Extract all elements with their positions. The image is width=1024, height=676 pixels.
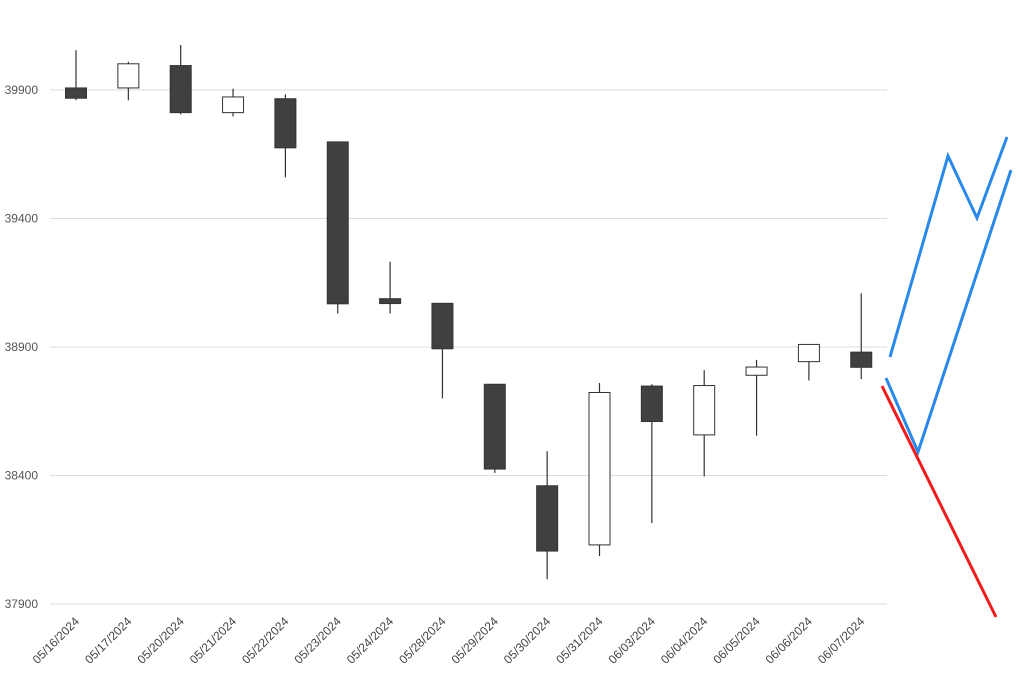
candle-body-up xyxy=(588,391,611,546)
y-tick-label: 38400 xyxy=(5,469,39,483)
grid-lines xyxy=(50,89,887,605)
x-tick-label: 05/31/2024 xyxy=(553,614,606,667)
candle xyxy=(326,141,349,314)
candle-body-down xyxy=(65,87,87,99)
candle-body-down xyxy=(640,385,663,423)
x-tick-label: 05/29/2024 xyxy=(449,614,502,667)
x-tick-label: 05/16/2024 xyxy=(30,614,83,667)
candle xyxy=(640,384,663,524)
x-tick-label: 06/07/2024 xyxy=(815,614,868,667)
x-tick-label: 05/23/2024 xyxy=(292,614,345,667)
candle xyxy=(850,293,873,380)
candle-body-down xyxy=(379,298,402,305)
x-tick-label: 06/03/2024 xyxy=(606,614,659,667)
forecast-overlay xyxy=(880,136,1013,618)
candle-body-down xyxy=(536,485,559,552)
candle-body-up xyxy=(797,343,820,363)
forecast-blue-lower-line xyxy=(884,169,1013,457)
y-axis-ticks: 37900 38400 38900 39400 39900 xyxy=(5,83,39,611)
candle xyxy=(379,261,402,314)
candle xyxy=(483,383,506,473)
candle xyxy=(222,88,245,117)
forecast-blue-upper-line xyxy=(888,136,1009,358)
candle-body-up xyxy=(693,385,716,436)
candle xyxy=(117,61,140,101)
x-tick-label: 05/21/2024 xyxy=(187,614,240,667)
forecast-red-line xyxy=(880,385,998,618)
candle xyxy=(693,370,716,477)
candle xyxy=(65,50,87,101)
candle-body-up xyxy=(222,96,245,114)
candle xyxy=(274,94,297,178)
candle-body-down xyxy=(169,65,192,114)
candle-body-down xyxy=(274,98,297,149)
x-tick-label: 05/20/2024 xyxy=(134,614,187,667)
candle-body-down xyxy=(326,141,349,305)
candle xyxy=(536,451,559,580)
x-tick-label: 05/22/2024 xyxy=(239,614,292,667)
y-tick-label: 39400 xyxy=(5,212,39,226)
x-axis-ticks: 05/16/2024 05/17/2024 05/20/2024 05/21/2024… xyxy=(30,614,868,667)
x-tick-label: 05/30/2024 xyxy=(501,614,554,667)
x-tick-label: 05/24/2024 xyxy=(344,614,397,667)
x-tick-label: 05/17/2024 xyxy=(82,614,135,667)
candle-body-up xyxy=(745,366,768,376)
y-tick-label: 37900 xyxy=(5,597,39,611)
candle xyxy=(745,359,768,436)
x-tick-label: 06/05/2024 xyxy=(710,614,763,667)
x-tick-label: 06/04/2024 xyxy=(658,614,711,667)
candle-body-up xyxy=(117,63,140,89)
y-tick-label: 38900 xyxy=(5,340,39,354)
candle xyxy=(431,302,454,399)
candle xyxy=(588,382,611,556)
candle xyxy=(169,45,192,115)
candle xyxy=(797,343,820,381)
y-tick-label: 39900 xyxy=(5,83,39,97)
candle-body-down xyxy=(431,302,454,350)
x-tick-label: 06/06/2024 xyxy=(763,614,816,667)
candles xyxy=(65,45,873,580)
candle-body-down xyxy=(850,351,873,368)
x-tick-label: 05/28/2024 xyxy=(396,614,449,667)
candle-body-down xyxy=(483,383,506,470)
